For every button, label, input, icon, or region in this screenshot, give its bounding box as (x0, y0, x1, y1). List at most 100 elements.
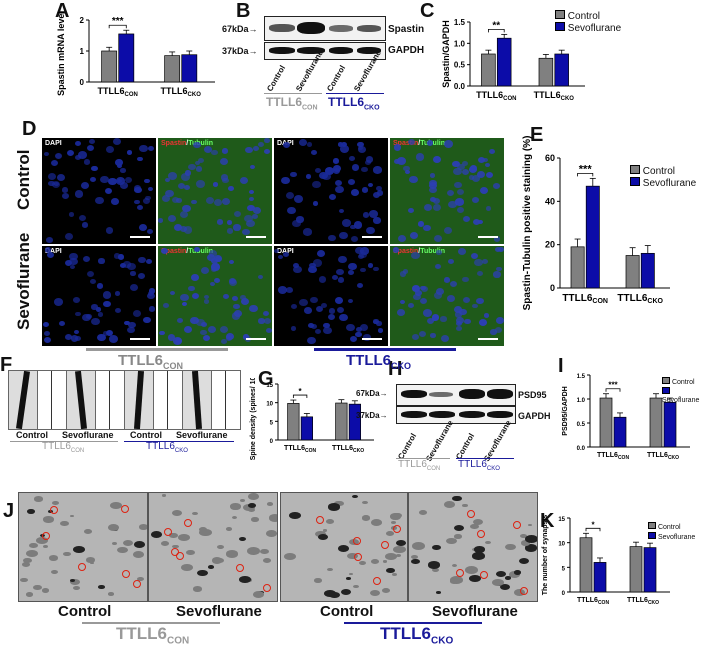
nucleus-dot (311, 180, 321, 188)
nucleus-dot (125, 176, 133, 183)
synapse-marker (133, 580, 142, 589)
chart-e-ytick-label-3: 60 (545, 153, 555, 163)
nucleus-dot (333, 167, 341, 174)
em-organelle (370, 558, 379, 564)
chart-c-ylabel: Spastin/GAPDH (441, 20, 451, 88)
nucleus-dot (285, 192, 294, 200)
nucleus-dot (356, 282, 363, 288)
synapse-marker (512, 521, 521, 530)
em-organelle (496, 570, 506, 577)
scale-bar (130, 236, 150, 238)
nucleus-dot (231, 296, 238, 302)
nucleus-dot (407, 303, 414, 309)
nucleus-dot (494, 326, 502, 333)
nucleus-dot (433, 292, 442, 299)
nucleus-dot (183, 184, 190, 190)
nucleus-dot (178, 183, 186, 190)
chart-g-category-1: TTLL6CKO (332, 445, 364, 454)
nucleus-dot (324, 167, 334, 175)
nucleus-dot (329, 194, 336, 201)
nucleus-dot (397, 234, 407, 242)
nucleus-dot (148, 306, 156, 312)
nucleus-dot (339, 231, 348, 240)
nucleus-dot (222, 178, 229, 184)
nucleus-dot (180, 173, 190, 181)
chart-k-bar-1-0 (629, 546, 643, 593)
synapse-marker (373, 577, 382, 586)
synapse-marker (392, 524, 401, 533)
em-organelle (69, 578, 76, 583)
em-organelle (454, 534, 462, 539)
chart-c-category-0: TTLL6CON (476, 90, 516, 102)
em-organelle (289, 511, 302, 520)
nucleus-dot (429, 196, 437, 203)
chart-c-bar-1-0 (538, 57, 554, 87)
nucleus-dot (307, 336, 316, 345)
em-organelle (43, 516, 54, 523)
nucleus-dot (451, 160, 460, 168)
legend-i: Control Sevoflurane (662, 377, 709, 405)
nucleus-dot (432, 316, 438, 322)
nucleus-dot (479, 319, 488, 327)
em-organelle (267, 501, 274, 506)
nucleus-dot (346, 323, 355, 331)
nucleus-dot (126, 149, 133, 155)
nucleus-dot (447, 259, 454, 265)
nucleus-dot (182, 204, 191, 212)
nucleus-dot (471, 174, 481, 183)
em-organelle (225, 550, 239, 558)
nucleus-dot (258, 318, 265, 324)
nucleus-dot (183, 325, 193, 333)
panel-f-label-control-1: Control (16, 430, 48, 440)
nucleus-dot (308, 265, 318, 274)
nucleus-dot (257, 142, 264, 148)
dendrite-cko-sevo-image (182, 370, 212, 430)
nucleus-dot (322, 322, 330, 329)
legend-k: Control Sevoflurane (648, 522, 695, 542)
nucleus-dot (126, 326, 135, 334)
blot-b-gapdh (264, 42, 386, 60)
nucleus-dot (196, 318, 205, 326)
em-organelle (25, 592, 33, 597)
nucleus-dot (455, 316, 464, 324)
nucleus-dot (136, 204, 144, 210)
chart-a-ytick-label-1: 1 (80, 47, 85, 56)
blot-h-lane-2: Sevoflurane (424, 418, 455, 463)
blot-h-group-cko: TTLL6CKO (458, 459, 500, 472)
nucleus-dot (205, 196, 214, 204)
chart-e-bar-0-1 (585, 185, 600, 289)
nucleus-dot (444, 227, 453, 235)
em-cko-sevo (408, 492, 538, 602)
nucleus-dot (457, 163, 465, 171)
em-organelle (35, 536, 48, 545)
nucleus-dot (164, 177, 171, 183)
em-organelle (472, 519, 483, 526)
nucleus-dot (492, 182, 500, 189)
em-organelle (454, 524, 465, 532)
em-organelle (69, 514, 75, 518)
nucleus-dot (183, 226, 193, 234)
em-organelle (48, 554, 59, 561)
nucleus-dot (329, 308, 336, 314)
nucleus-dot (349, 156, 356, 162)
legend-i-control: Control (671, 379, 695, 386)
panel-j-label-control-2: Control (320, 603, 374, 620)
nucleus-dot (463, 216, 471, 223)
em-organelle (259, 548, 269, 555)
nucleus-dot (489, 149, 496, 155)
nucleus-dot (362, 212, 369, 218)
em-organelle (160, 541, 169, 547)
nucleus-dot (293, 265, 303, 274)
chart-e-ytick-label-0: 0 (550, 283, 555, 293)
nucleus-dot (120, 263, 127, 269)
nucleus-dot (444, 140, 454, 148)
nucleus-dot (348, 299, 354, 304)
nucleus-dot (434, 264, 441, 270)
em-organelle (472, 552, 485, 560)
em-organelle (323, 589, 337, 598)
nucleus-dot (360, 247, 369, 255)
em-organelle (161, 494, 167, 497)
nucleus-dot (309, 296, 319, 304)
nucleus-dot (144, 178, 150, 184)
